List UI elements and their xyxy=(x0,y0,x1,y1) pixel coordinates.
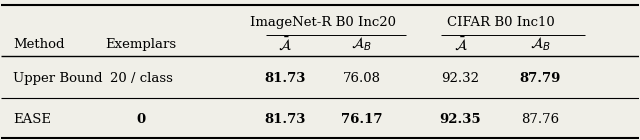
Text: Upper Bound: Upper Bound xyxy=(13,72,103,85)
Text: ImageNet-R B0 Inc20: ImageNet-R B0 Inc20 xyxy=(250,16,396,29)
Text: $\mathcal{A}_B$: $\mathcal{A}_B$ xyxy=(530,36,551,53)
Text: 0: 0 xyxy=(136,113,146,126)
Text: Method: Method xyxy=(13,38,65,51)
Text: 92.35: 92.35 xyxy=(440,113,481,126)
Text: 76.08: 76.08 xyxy=(342,72,381,85)
Text: EASE: EASE xyxy=(13,113,51,126)
Text: 81.73: 81.73 xyxy=(264,72,305,85)
Text: 87.79: 87.79 xyxy=(520,72,561,85)
Text: 81.73: 81.73 xyxy=(264,113,305,126)
Text: 76.17: 76.17 xyxy=(340,113,382,126)
Text: $\bar{\mathcal{A}}$: $\bar{\mathcal{A}}$ xyxy=(278,36,292,53)
Text: $\bar{\mathcal{A}}$: $\bar{\mathcal{A}}$ xyxy=(454,36,467,53)
Text: 20 / class: 20 / class xyxy=(109,72,173,85)
Text: 92.32: 92.32 xyxy=(442,72,479,85)
Text: $\mathcal{A}_B$: $\mathcal{A}_B$ xyxy=(351,36,372,53)
Text: Exemplars: Exemplars xyxy=(106,38,177,51)
Text: 87.76: 87.76 xyxy=(521,113,559,126)
Text: CIFAR B0 Inc10: CIFAR B0 Inc10 xyxy=(447,16,554,29)
